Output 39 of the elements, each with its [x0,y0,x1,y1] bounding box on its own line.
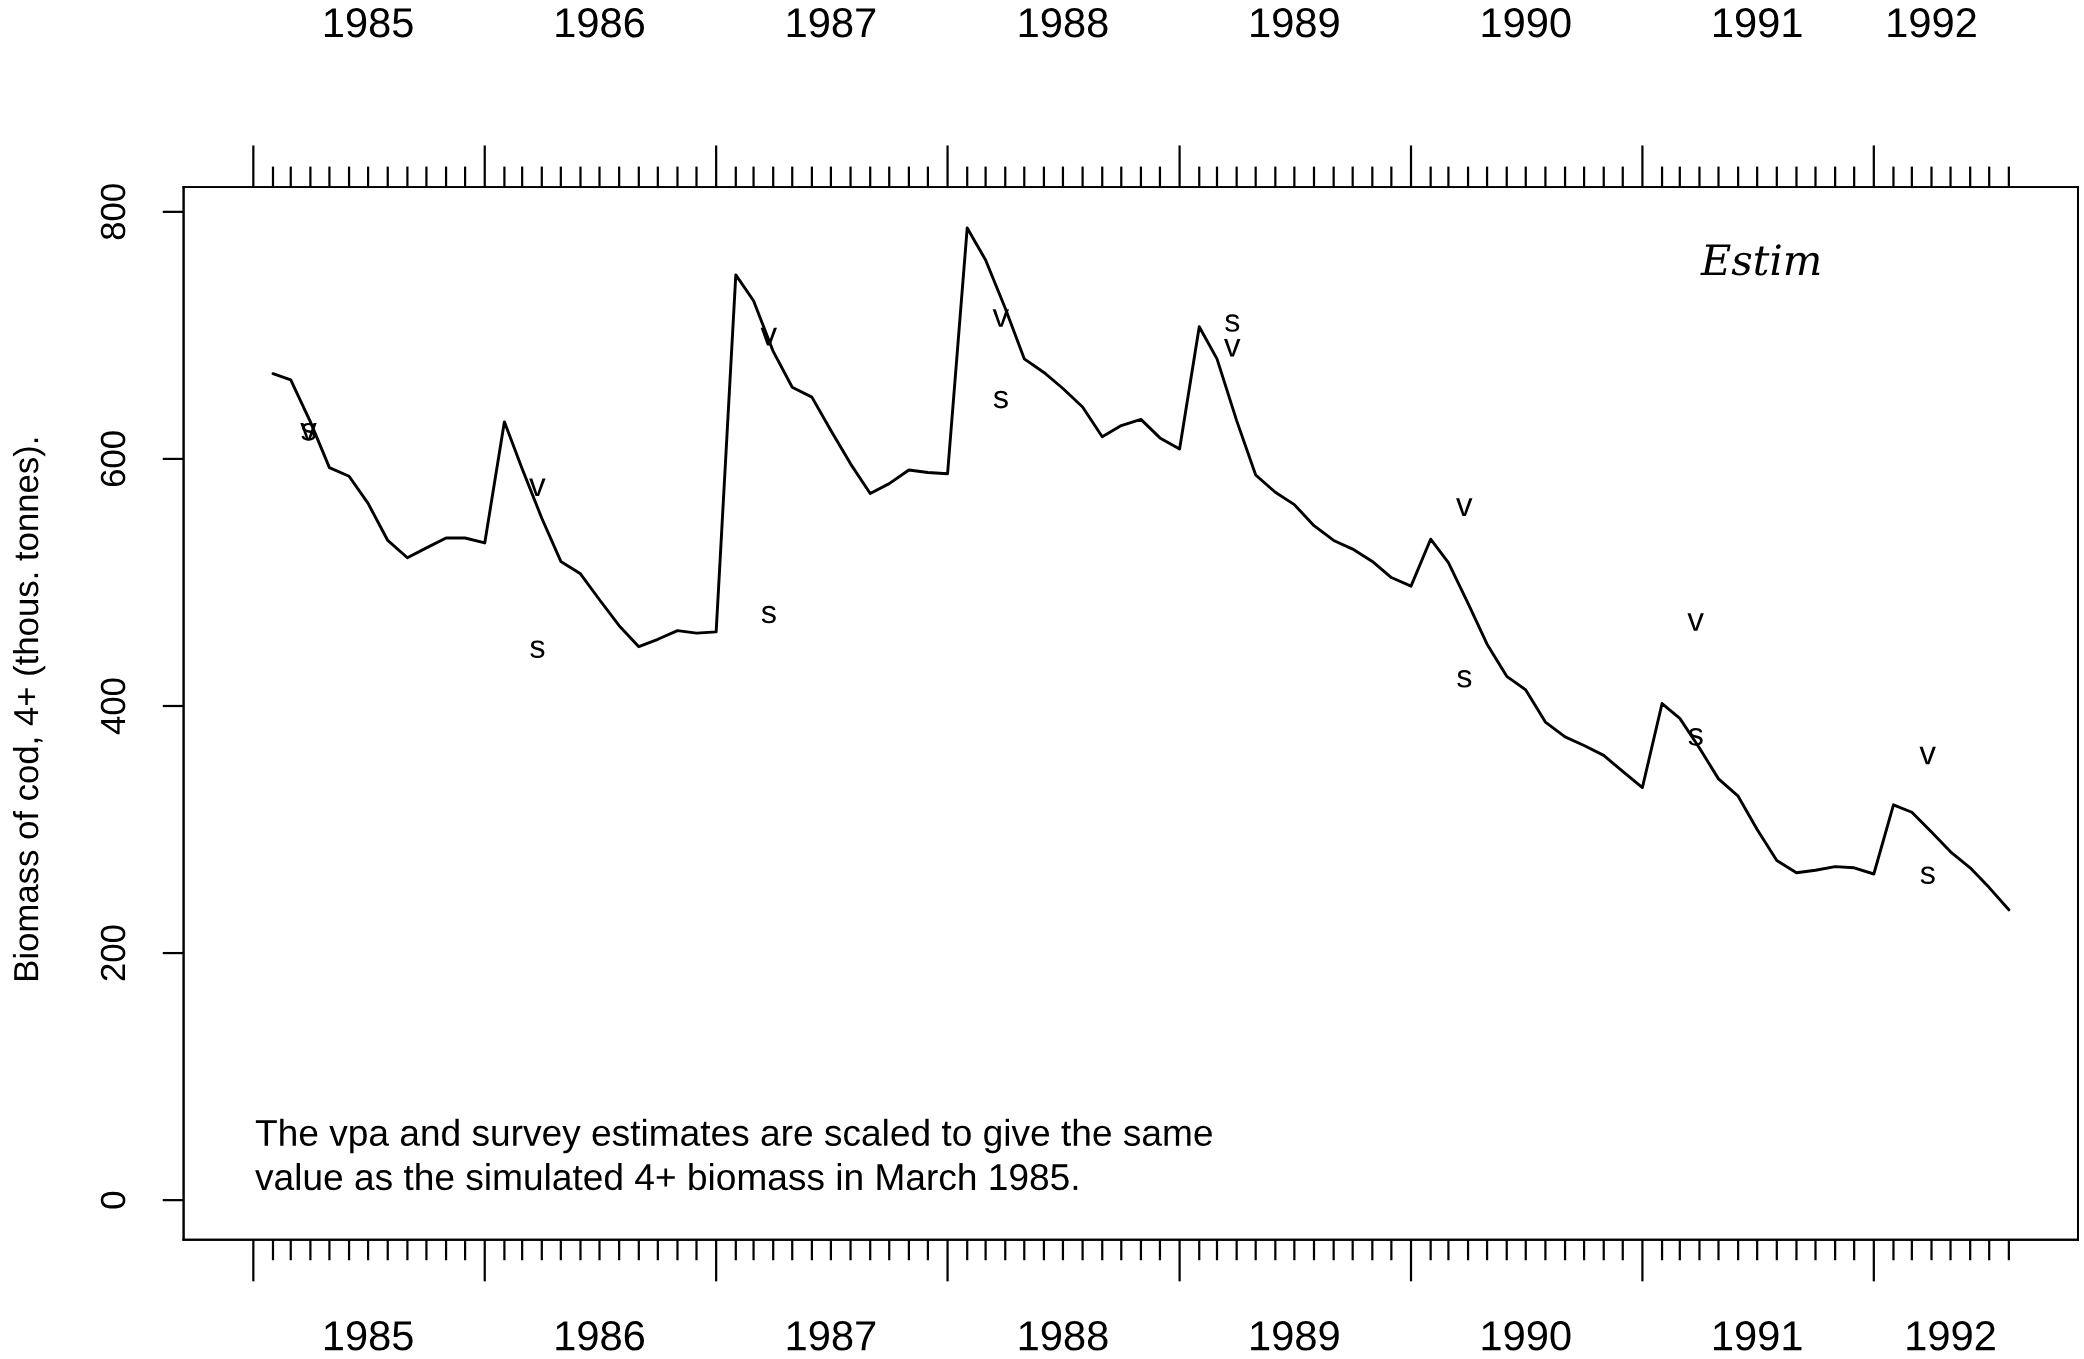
point [760,327,777,346]
x2-tick-label: 1992 [1888,8,1976,38]
x-tick-label: 1987 [787,1321,876,1351]
point [529,478,546,497]
point [761,605,776,624]
point [1457,670,1472,688]
point [992,309,1010,327]
x-tick-label: 1989 [1251,1321,1339,1351]
point [1456,498,1473,516]
x-tick-label: 1986 [556,1321,645,1351]
x-tick-label: 1991 [1713,1321,1802,1351]
x-tick-label: 1985 [324,1321,413,1351]
point [1919,746,1936,765]
point [530,640,545,658]
y-tick-label: 400 [100,678,126,735]
y-axis-title: Biomass of cod, 4+ (thous. tonnes). [12,438,46,980]
x2-tick-label: 1986 [556,8,645,38]
point [993,390,1008,409]
x2-tick-label: 1990 [1482,8,1571,38]
x-tick-label: 1990 [1482,1321,1571,1351]
y-tick-label: 200 [100,925,126,981]
x2-tick-label: 1989 [1251,8,1339,38]
annotation: Estim [1700,244,1820,276]
x2-tick-label: 1988 [1019,8,1108,38]
y-tick-label: 600 [100,431,126,487]
annotation: The vpa and survey estimates are scaled to give the same value as the simulated 4+ biomass in March 1985. [255,1118,1212,1191]
point [1920,866,1935,885]
x2-tick-label: 1985 [324,8,413,38]
point [1224,338,1241,357]
point [1225,314,1240,332]
x2-tick-label: 1991 [1713,8,1802,38]
point [1688,728,1703,746]
x2-tick-label: 1987 [787,8,876,38]
y-tick-label: 0 [100,1191,126,1209]
y-tick-label: 800 [100,184,126,240]
x-tick-label: 1992 [1907,1321,1995,1351]
point [1687,613,1704,631]
line-series [271,226,2011,912]
x-tick-label: 1988 [1019,1321,1108,1351]
